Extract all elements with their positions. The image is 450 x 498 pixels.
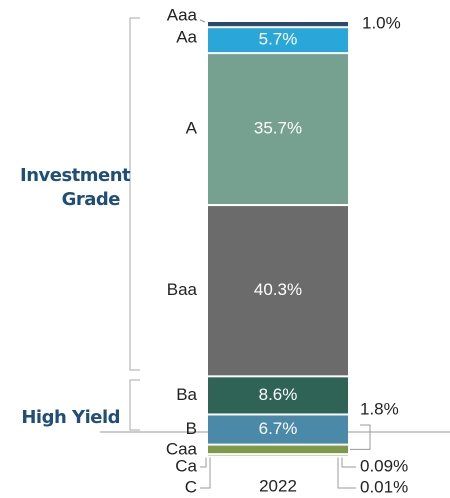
value-label: 1.0% (362, 13, 401, 32)
series-label: B (186, 419, 197, 438)
series-label: A (186, 119, 198, 138)
x-tick-label: 2022 (259, 476, 297, 495)
bar-segment (208, 445, 348, 454)
leader-line (350, 424, 371, 450)
group-label: Investment Grade (20, 165, 131, 210)
bar-segment (208, 206, 348, 376)
series-label: Ba (176, 385, 197, 404)
bar-segment (208, 22, 348, 27)
leader-line (200, 457, 207, 468)
value-label: 0.09% (360, 456, 408, 475)
value-label: 6.7% (259, 419, 298, 438)
bar-segment (208, 28, 348, 53)
value-label: 0.01% (360, 477, 408, 496)
bar-segment (208, 415, 348, 444)
series-label: C (185, 477, 197, 496)
group-bracket (129, 379, 140, 431)
bar-segment (208, 377, 348, 414)
bar-segment (208, 54, 348, 205)
series-label: Caa (166, 439, 198, 458)
value-label: 5.7% (259, 30, 298, 49)
leader-line (337, 457, 356, 489)
value-label: 40.3% (254, 280, 302, 299)
series-label: Ca (175, 456, 197, 475)
leader-line (200, 457, 211, 489)
group-bracket (129, 17, 140, 371)
value-label: 35.7% (254, 119, 302, 138)
leader-line (199, 19, 206, 23)
leader-line (341, 457, 356, 468)
series-label: Aa (176, 27, 197, 46)
series-label: Aaa (167, 5, 198, 24)
group-label: High Yield (21, 407, 120, 428)
value-label: 8.6% (259, 385, 298, 404)
series-label: Baa (167, 280, 198, 299)
value-label: 1.8% (360, 399, 399, 418)
